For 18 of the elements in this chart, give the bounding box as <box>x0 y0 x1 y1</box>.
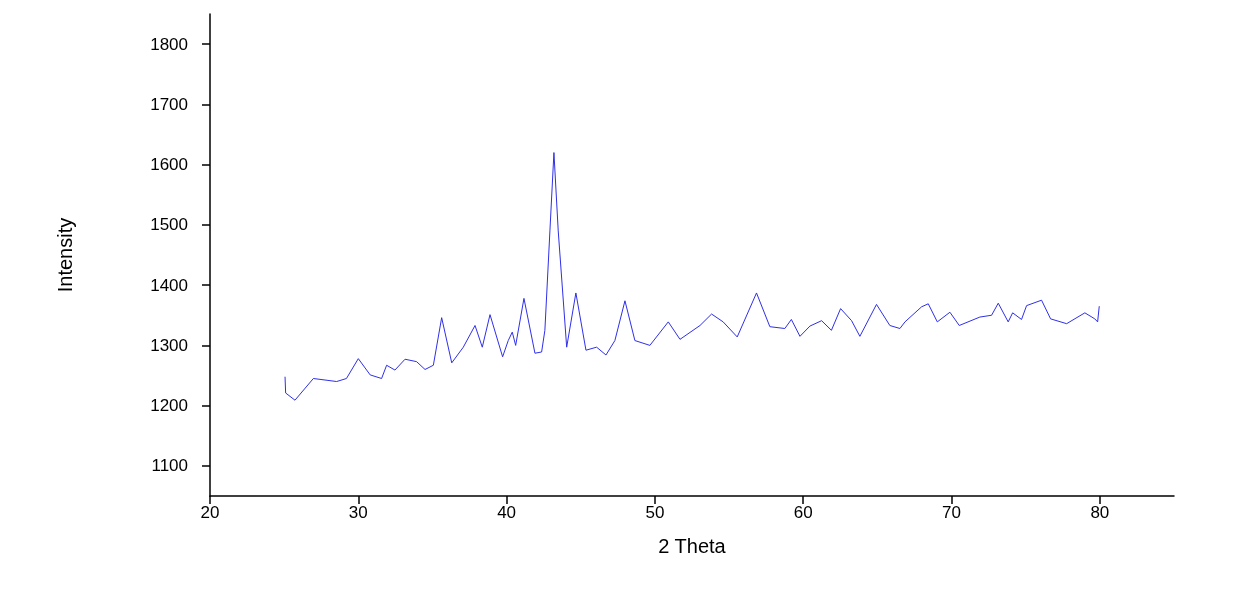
y-tick-label: 1700 <box>150 94 188 114</box>
y-tick-label: 1200 <box>150 396 188 416</box>
x-tick-label: 20 <box>200 503 220 522</box>
x-tick-label: 60 <box>793 503 813 522</box>
y-tick-label: 1100 <box>151 456 188 476</box>
x-tick-label: 70 <box>942 503 961 522</box>
y-tick-label: 1800 <box>150 34 188 54</box>
y-axis-title: Intensity <box>54 217 76 293</box>
x-axis-title: 2 Theta <box>658 535 727 557</box>
y-tick-label: 1300 <box>150 335 188 355</box>
y-tick-label: 1600 <box>150 155 188 175</box>
x-tick-label: 40 <box>497 503 517 522</box>
y-tick-label: 1500 <box>150 215 188 235</box>
x-tick-label: 80 <box>1090 503 1110 522</box>
line-series <box>284 152 1100 401</box>
x-tick-label: 30 <box>348 503 368 522</box>
x-tick-label: 50 <box>645 503 665 522</box>
y-tick-label: 1400 <box>150 275 188 295</box>
